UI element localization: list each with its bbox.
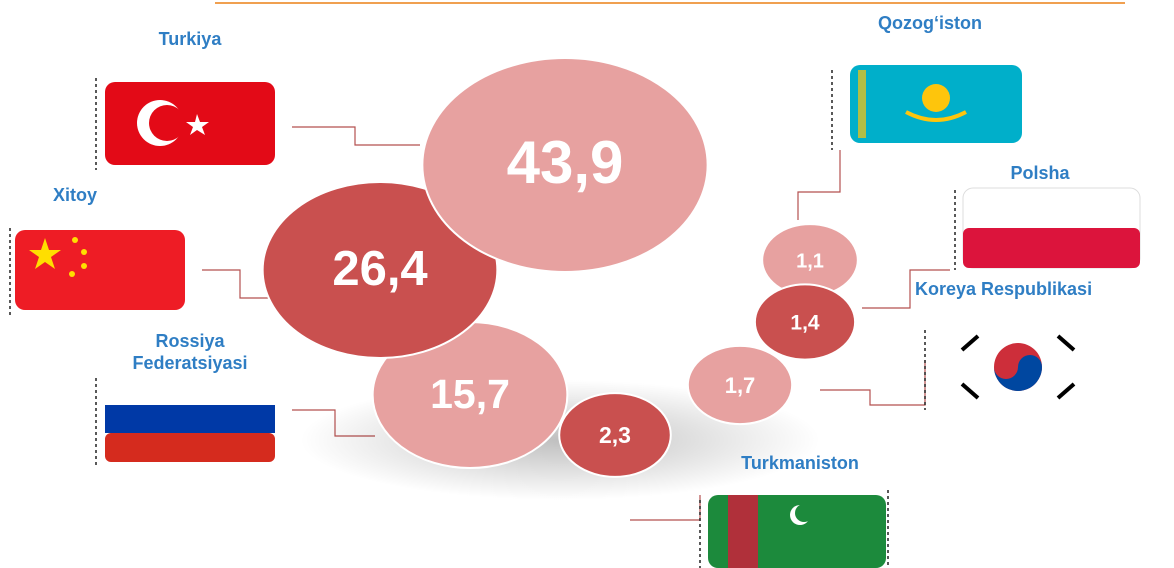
country-label: Turkiya [158, 29, 222, 49]
value-label: 15,7 [430, 371, 510, 417]
bubble [686, 344, 794, 426]
value-label: 1,7 [725, 373, 756, 398]
country-label: Koreya Respublikasi [915, 279, 1093, 299]
bubble [753, 283, 857, 361]
bubble [558, 392, 672, 478]
country-label: Qozog‘iston [878, 13, 982, 33]
bubble [261, 180, 499, 360]
flag-poland [962, 187, 1141, 269]
country-label: Turkmaniston [741, 453, 859, 473]
country-label: Xitoy [52, 185, 97, 205]
value-label: 2,3 [599, 422, 631, 448]
flag-china [15, 230, 185, 310]
flag-kazakhstan [850, 65, 1022, 143]
flag-turkey [105, 82, 275, 165]
value-label: 26,4 [332, 242, 427, 296]
value-label: 1,1 [796, 250, 824, 272]
value-label: 43,9 [507, 129, 624, 196]
dashes [9, 70, 956, 568]
country-label: Polsha [1010, 163, 1070, 183]
bubble [421, 57, 709, 273]
value-label: 1,4 [790, 312, 820, 335]
country-label: Rossiya Federatsiyasi [132, 331, 248, 373]
flag-korea [930, 325, 1105, 410]
flag-turkmenistan [708, 495, 886, 568]
flag-russia [105, 378, 275, 462]
